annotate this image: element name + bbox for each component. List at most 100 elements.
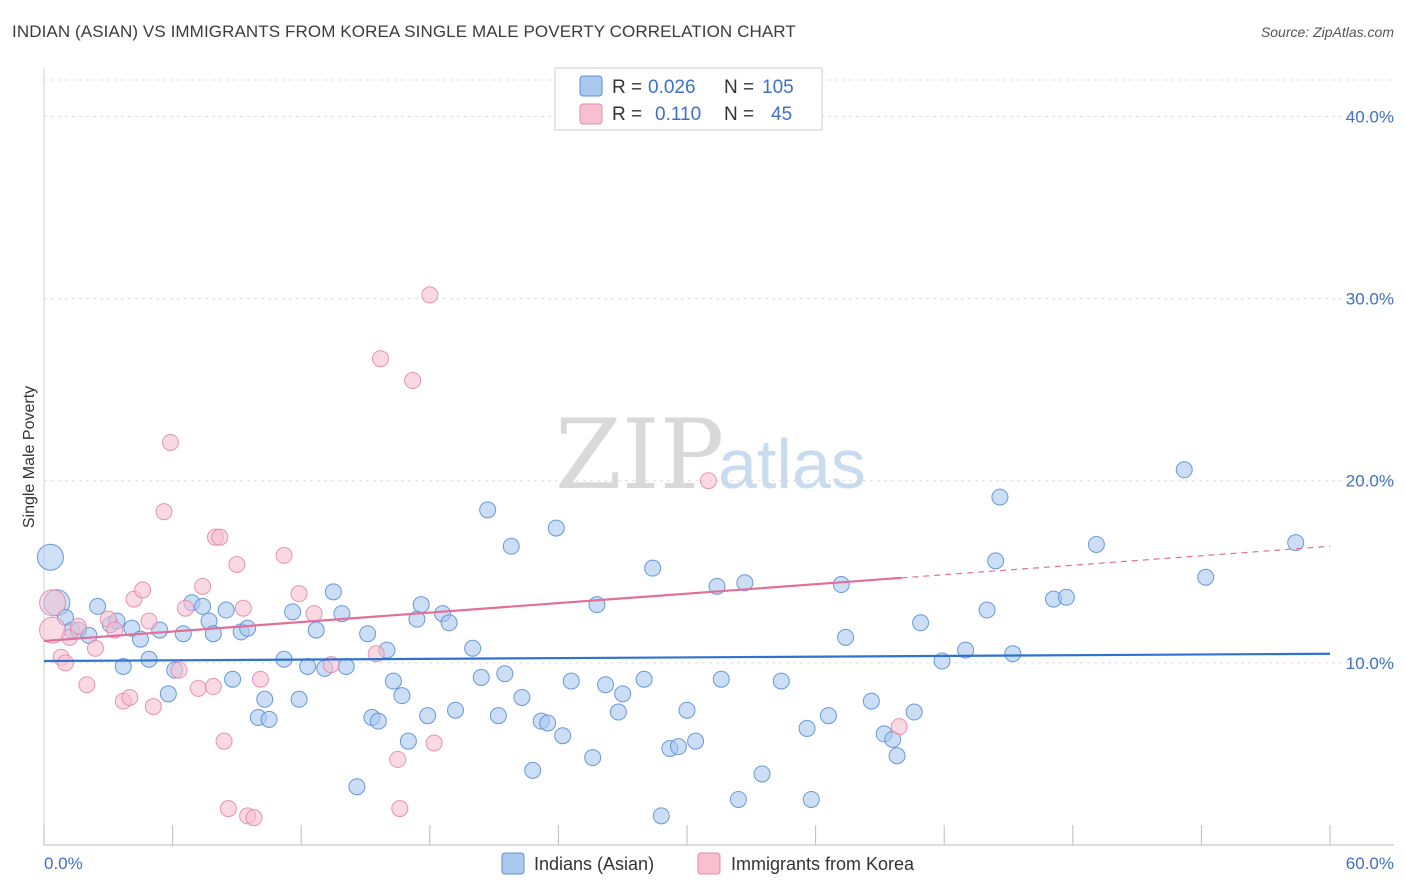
scatter-point (819, 707, 837, 725)
scatter-point (155, 503, 173, 521)
scatter-point (134, 581, 152, 599)
scatter-point (652, 807, 670, 825)
legend-r-value-blue: 0.026 (648, 77, 696, 98)
y-tick-label: 40.0% (1346, 107, 1394, 126)
bottom-legend: Indians (Asian) Immigrants from Korea (501, 852, 915, 875)
scatter-point (597, 676, 615, 694)
scatter-point (384, 672, 402, 690)
watermark-zip: ZIP (555, 399, 724, 511)
scatter-point (905, 703, 923, 721)
scatter-point (170, 661, 188, 679)
scatter-point (161, 433, 179, 451)
y-tick-labels: 10.0% 20.0% 30.0% 40.0% (1346, 107, 1394, 672)
scatter-point (978, 601, 996, 619)
scatter-point (837, 628, 855, 646)
scatter-point (1057, 588, 1075, 606)
chart-title: INDIAN (ASIAN) VS IMMIGRANTS FROM KOREA … (12, 22, 796, 41)
scatter-point (211, 528, 229, 546)
trend-line-pink-dashed (901, 545, 1331, 579)
scatter-point (399, 732, 417, 750)
scatter-point (736, 574, 754, 592)
legend-n-value-blue: 105 (762, 77, 794, 98)
scatter-point (256, 690, 274, 708)
scatter-point (1287, 534, 1305, 552)
scatter-point (496, 665, 514, 683)
scatter-point (991, 488, 1009, 506)
scatter-point (802, 790, 820, 808)
scatter-point (106, 621, 124, 639)
source-credit: Source: ZipAtlas.com (1260, 24, 1394, 40)
scatter-point (421, 286, 439, 304)
scatter-point (687, 732, 705, 750)
scatter-point (513, 688, 531, 706)
scatter-point (322, 656, 340, 674)
scatter-point (644, 559, 662, 577)
trend-lines (43, 545, 1331, 663)
scatter-point (217, 601, 235, 619)
scatter-point (89, 597, 107, 615)
bottom-legend-label-blue: Indians (Asian) (534, 854, 654, 874)
grid-lines (44, 79, 1394, 664)
scatter-point (159, 685, 177, 703)
scatter-point (1087, 535, 1105, 553)
scatter-point (299, 658, 317, 675)
trend-line-pink (43, 576, 902, 643)
scatter-point (554, 727, 572, 745)
scatter-point (140, 612, 158, 630)
bottom-legend-label-pink: Immigrants from Korea (731, 854, 915, 874)
scatter-point (609, 703, 627, 721)
scatter-point (772, 672, 790, 690)
bottom-legend-swatch-pink (697, 852, 721, 875)
scatter-point (260, 710, 278, 728)
scatter-point (404, 372, 422, 390)
legend-r-value-pink: 0.110 (655, 104, 701, 125)
scatter-point (140, 650, 158, 668)
scatter-point (275, 546, 293, 564)
scatter-point (729, 790, 747, 808)
scatter-point (391, 800, 409, 818)
scatter-point (86, 639, 104, 657)
scatter-point (614, 685, 632, 703)
scatter-point (635, 670, 653, 688)
scatter-point (464, 639, 482, 657)
scatter-point (144, 698, 162, 716)
scatter-point (121, 688, 139, 706)
scatter-point (359, 625, 377, 643)
scatter-point (69, 617, 87, 635)
scatter-point (862, 692, 880, 710)
scatter-point (324, 583, 342, 601)
scatter-point (562, 672, 580, 690)
scatter-point (888, 747, 906, 765)
scatter-point (251, 670, 269, 688)
scatter-point (39, 589, 67, 617)
scatter-point (369, 712, 387, 730)
scatter-point (204, 678, 222, 696)
scatter-point (547, 519, 565, 537)
scatter-point (176, 599, 194, 617)
scatter-point (290, 585, 308, 603)
legend-r-label-blue: R = (612, 77, 642, 98)
scatter-point (957, 641, 975, 659)
scatter-point (36, 543, 64, 571)
scatter-point (290, 690, 308, 708)
legend-r-label-pink: R = (612, 104, 642, 125)
scatter-point (479, 501, 497, 519)
scatter-point (472, 668, 490, 686)
series-indians-asian (36, 461, 1305, 825)
scatter-point (890, 718, 908, 736)
scatter-point (539, 714, 557, 732)
legend-n-label-blue: N = (724, 77, 754, 98)
scatter-point (174, 625, 192, 643)
legend-swatch-blue (579, 75, 603, 97)
legend-n-label-pink: N = (724, 104, 754, 125)
scatter-point (1004, 645, 1022, 663)
y-tick-label: 10.0% (1346, 654, 1394, 673)
y-tick-label: 30.0% (1346, 290, 1394, 309)
y-axis-title: Single Male Poverty (21, 386, 38, 528)
y-tick-label: 20.0% (1346, 472, 1394, 491)
top-legend: R = 0.026 N = 105 R = 0.110 N = 45 (554, 67, 823, 131)
scatter-point (669, 738, 687, 756)
scatter-point (678, 701, 696, 719)
scatter-point (219, 800, 237, 818)
scatter-point (224, 670, 242, 688)
